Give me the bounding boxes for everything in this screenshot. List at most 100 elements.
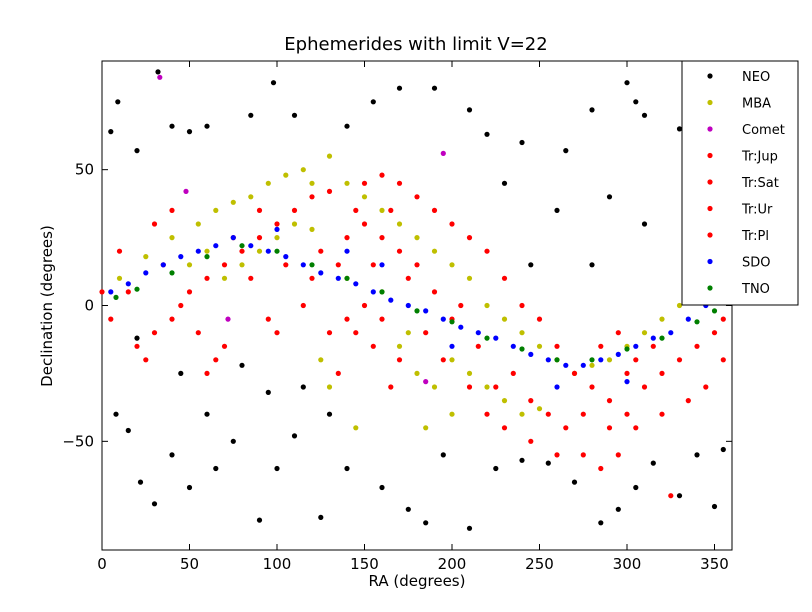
data-point (475, 330, 481, 336)
data-point (344, 316, 350, 322)
data-point (449, 262, 455, 268)
data-point (344, 235, 350, 241)
data-point (423, 425, 429, 431)
data-point (711, 308, 718, 314)
data-point (676, 493, 683, 499)
data-point (668, 330, 674, 336)
data-point (589, 384, 595, 390)
data-point (370, 289, 376, 295)
data-point (519, 346, 525, 352)
data-point (396, 357, 403, 363)
data-point (659, 335, 665, 341)
data-point (204, 123, 210, 129)
data-point (589, 262, 595, 268)
data-point (361, 221, 368, 227)
data-point (99, 289, 105, 295)
data-point (545, 460, 551, 466)
data-point (221, 262, 228, 268)
data-point (291, 433, 298, 439)
data-point (659, 370, 665, 376)
data-point (449, 319, 455, 325)
data-point (423, 379, 429, 385)
legend-marker (707, 73, 713, 79)
data-point (431, 289, 438, 295)
data-point (405, 506, 411, 512)
data-point (125, 427, 131, 434)
data-point (361, 194, 368, 200)
data-point (134, 343, 140, 349)
data-point (466, 107, 473, 113)
data-point (155, 69, 161, 75)
data-point (353, 425, 359, 431)
data-point (440, 150, 446, 156)
data-point (115, 99, 121, 105)
data-point (563, 148, 569, 154)
data-point (405, 302, 411, 309)
data-point (650, 335, 656, 341)
data-point (606, 357, 613, 363)
data-point (309, 275, 315, 281)
data-point (615, 506, 621, 512)
data-point (239, 248, 245, 254)
legend-marker (707, 126, 713, 132)
data-point (633, 425, 639, 431)
data-point (589, 107, 595, 113)
data-point (379, 316, 385, 322)
data-point (361, 180, 368, 186)
legend-label: Tr:Ur (741, 203, 773, 218)
data-point (230, 438, 236, 444)
data-point (283, 172, 289, 178)
data-point (195, 330, 201, 336)
data-point (633, 484, 639, 491)
data-point (641, 330, 648, 336)
series-tr-pl (99, 172, 726, 499)
data-point (685, 316, 691, 322)
data-point (270, 80, 277, 86)
data-point (396, 221, 403, 227)
data-point (178, 370, 184, 376)
data-point (300, 384, 306, 390)
data-point (466, 370, 473, 376)
data-point (641, 221, 648, 227)
data-point (116, 248, 123, 254)
data-point (563, 425, 569, 431)
data-point (676, 357, 683, 363)
data-point (326, 188, 333, 194)
data-point (554, 452, 560, 458)
series-comet (157, 74, 446, 385)
data-point (668, 493, 674, 499)
data-point (466, 235, 473, 241)
data-point (213, 207, 219, 213)
data-point (169, 452, 175, 458)
data-point (650, 460, 656, 466)
data-point (160, 262, 166, 268)
data-point (256, 207, 263, 213)
data-point (274, 221, 280, 227)
data-point (440, 452, 446, 458)
data-point (113, 294, 119, 300)
data-point (711, 503, 718, 510)
data-point (309, 194, 315, 200)
data-point (466, 525, 473, 531)
data-point (379, 484, 385, 491)
data-point (519, 457, 525, 463)
data-point (720, 446, 726, 453)
data-point (449, 357, 455, 363)
data-point (624, 346, 630, 352)
data-point (484, 335, 490, 341)
data-point (379, 262, 385, 268)
data-point (633, 357, 639, 363)
x-tick-label: 350 (700, 555, 729, 573)
data-point (335, 370, 341, 376)
data-point (624, 80, 630, 86)
data-point (431, 207, 438, 213)
data-point (475, 343, 481, 349)
data-point (108, 316, 114, 322)
data-point (379, 172, 385, 178)
data-point (326, 330, 333, 336)
data-point (554, 357, 560, 363)
series-tno (113, 243, 718, 363)
data-point (230, 235, 236, 241)
data-point (125, 281, 131, 287)
data-point (344, 465, 350, 472)
